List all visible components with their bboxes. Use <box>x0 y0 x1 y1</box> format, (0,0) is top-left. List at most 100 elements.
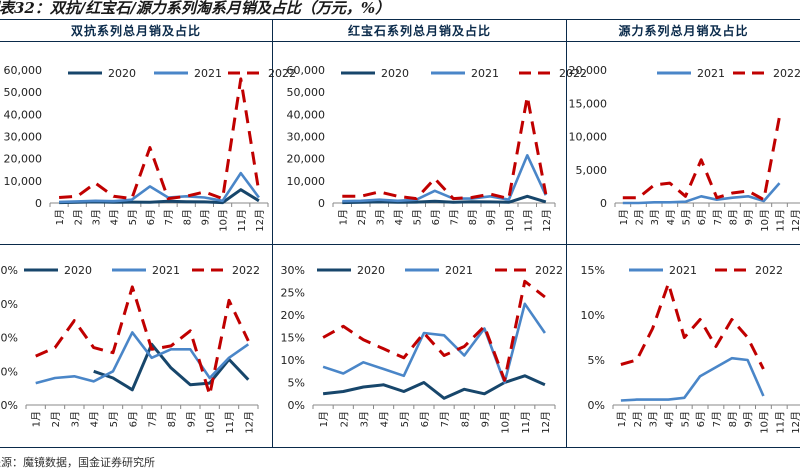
x-tick-label: 9月 <box>743 411 755 427</box>
x-tick-label: 3月 <box>358 411 370 427</box>
legend-label-2021: 2021 <box>445 264 473 277</box>
source-note: 来源：魔镜数据，国金证券研究所 <box>0 456 155 469</box>
y-tick-label: 30,000 <box>4 131 43 144</box>
x-tick-label: 3月 <box>649 209 661 225</box>
x-tick-label: 10月 <box>758 411 770 434</box>
x-tick-label: 2月 <box>356 209 368 225</box>
x-tick-label: 9月 <box>743 209 755 225</box>
y-tick-label: 0 <box>600 197 607 210</box>
x-tick-label: 8月 <box>467 209 479 225</box>
y-tick-label: 5% <box>588 354 605 367</box>
chart-yuanli-share: 0% 5% 10% 15% 1月 2月 3月 4月 5月 6月 7月 8月 9月 10月 11月 12月 202… <box>581 264 800 434</box>
legend-label-2020: 2020 <box>357 264 385 277</box>
y-tick-label: 60,000 <box>4 64 43 77</box>
legend-label-2020: 2020 <box>108 67 136 80</box>
x-tick-label: 6月 <box>430 209 442 225</box>
x-tick-label: 1月 <box>31 411 43 427</box>
x-tick-label: 4月 <box>109 209 121 225</box>
x-tick-label: 7月 <box>711 411 723 427</box>
x-tick-label: 6月 <box>695 411 707 427</box>
y-tick-label: 40,000 <box>4 108 43 121</box>
series-line-2020 <box>93 342 250 392</box>
x-tick-label: 3月 <box>648 411 660 427</box>
x-tick-label: 12月 <box>541 209 553 232</box>
x-tick-label: 6月 <box>696 209 708 225</box>
x-tick-label: 6月 <box>127 411 139 427</box>
legend-label-2022: 2022 <box>773 67 800 80</box>
column-divider-1 <box>272 20 273 447</box>
y-tick-label: 0% <box>288 399 305 412</box>
legend-label-2022: 2022 <box>268 67 296 80</box>
y-tick-label: 40% <box>0 264 18 277</box>
panel-title-hongbaoshi: 红宝石系列总月销及占比 <box>273 20 566 40</box>
x-tick-label: 12月 <box>790 411 800 434</box>
y-tick-label: 0% <box>588 399 605 412</box>
y-tick-label: 25% <box>281 287 305 300</box>
x-tick-label: 4月 <box>393 209 405 225</box>
series-line-2022 <box>620 282 765 370</box>
x-tick-label: 4月 <box>89 411 101 427</box>
x-tick-label: 10月 <box>504 209 516 232</box>
x-tick-label: 8月 <box>728 209 740 225</box>
x-tick-label: 12月 <box>540 411 552 434</box>
x-tick-label: 7月 <box>147 411 159 427</box>
y-tick-label: 30% <box>281 264 305 277</box>
x-tick-label: 8月 <box>166 411 178 427</box>
x-tick-label: 5月 <box>679 411 691 427</box>
x-tick-label: 3月 <box>69 411 81 427</box>
y-tick-label: 10% <box>281 354 305 367</box>
legend-label-2022: 2022 <box>232 264 260 277</box>
x-tick-label: 11月 <box>224 411 236 434</box>
legend-label-2022: 2022 <box>755 264 783 277</box>
x-tick-label: 5月 <box>399 411 411 427</box>
x-tick-label: 2月 <box>72 209 84 225</box>
panel-title-yuanli: 源力系列总月销及占比 <box>567 20 800 40</box>
legend-label-2020: 2020 <box>64 264 92 277</box>
series-line-2022 <box>59 77 261 201</box>
chart-hongbaoshi-sales: 0 10,000 20,000 30,000 40,000 50,000 60,000 1月 2… <box>287 64 588 232</box>
legend-label-2021: 2021 <box>697 67 725 80</box>
legend-label-2021: 2021 <box>194 67 222 80</box>
y-tick-label: 0 <box>35 197 42 210</box>
series-line-2021 <box>622 182 781 205</box>
y-tick-label: 40,000 <box>287 108 326 121</box>
x-tick-label: 7月 <box>448 209 460 225</box>
x-tick-label: 4月 <box>663 411 675 427</box>
y-tick-label: 15% <box>281 332 305 345</box>
legend-label-2022: 2022 <box>559 67 587 80</box>
x-tick-label: 4月 <box>665 209 677 225</box>
x-tick-label: 7月 <box>163 209 175 225</box>
x-tick-label: 1月 <box>318 411 330 427</box>
chart-shuangkang-share: 0% 10% 20% 30% 40% 1月 2月 3月 4月 5月 6月 7月 8月 9月 10月 11月 12… <box>0 264 260 434</box>
x-tick-label: 3月 <box>90 209 102 225</box>
x-tick-label: 8月 <box>181 209 193 225</box>
series-line-2021 <box>59 171 260 204</box>
legend-label-2021: 2021 <box>152 264 180 277</box>
x-tick-label: 11月 <box>774 411 786 434</box>
chart-shuangkang-sales: 0 10,000 20,000 30,000 40,000 50,000 60,000 1月 2… <box>4 64 297 232</box>
x-tick-label: 2月 <box>50 411 62 427</box>
x-tick-label: 5月 <box>681 209 693 225</box>
x-tick-label: 4月 <box>379 411 391 427</box>
header-top-rule <box>0 19 800 20</box>
row-divider <box>0 244 800 245</box>
x-tick-label: 6月 <box>145 209 157 225</box>
series-line-2022 <box>322 279 546 382</box>
x-tick-label: 11月 <box>522 209 534 232</box>
chart-hongbaoshi-share: 0% 5% 10% 15% 20% 25% 30% 1月 2月 3月 4月 5月 6月 7月 8月 9月 10月… <box>281 264 563 434</box>
y-tick-label: 20,000 <box>569 64 608 77</box>
series-line-2021 <box>342 154 547 203</box>
y-tick-label: 0 <box>318 197 325 210</box>
x-tick-label: 5月 <box>127 209 139 225</box>
legend-label-2021: 2021 <box>669 264 697 277</box>
x-tick-label: 2月 <box>634 209 646 225</box>
column-divider-2 <box>566 20 567 447</box>
x-tick-label: 9月 <box>485 209 497 225</box>
header-bottom-rule <box>0 41 800 42</box>
y-tick-label: 20% <box>0 332 18 345</box>
y-tick-label: 0% <box>1 399 18 412</box>
x-tick-label: 12月 <box>254 209 266 232</box>
x-tick-label: 1月 <box>54 209 66 225</box>
x-tick-label: 12月 <box>790 209 800 232</box>
x-tick-label: 11月 <box>775 209 787 232</box>
